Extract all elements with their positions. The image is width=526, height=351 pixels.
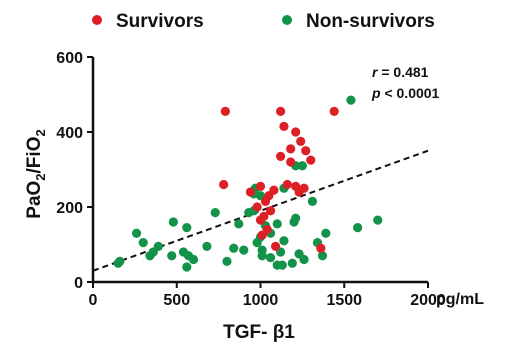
legend-item-survivors: Survivors: [92, 11, 204, 32]
point-non-survivors-36: [145, 251, 155, 261]
point-non-survivors-19: [353, 223, 363, 233]
point-non-survivors-2: [297, 161, 307, 171]
point-non-survivors-40: [265, 253, 276, 263]
point-non-survivors-22: [321, 228, 331, 238]
x-tick-label-1000: 1000: [243, 292, 279, 309]
point-non-survivors-7: [307, 196, 318, 206]
x-ticks: 0 500 1000 1500 2000: [89, 282, 446, 309]
x-tick-label-500: 500: [163, 292, 190, 309]
point-survivors-12: [282, 179, 292, 190]
point-survivors-17: [260, 196, 271, 206]
point-survivors-10: [286, 157, 296, 167]
y-axis-title: PaO2/FiO2: [24, 129, 48, 218]
point-survivors-5: [296, 136, 306, 146]
y-tick-label-0: 0: [74, 275, 83, 292]
point-non-survivors-29: [202, 241, 212, 251]
point-non-survivors-14: [168, 217, 178, 227]
point-survivors-11: [219, 179, 229, 190]
x-tick-label-2000: 2000: [410, 292, 446, 309]
stats-annotation: r = 0.481 p < 0.0001: [371, 64, 440, 101]
y-ticks: 0 200 400 600: [56, 50, 93, 292]
point-non-survivors-20: [131, 228, 142, 238]
point-non-survivors-26: [279, 236, 289, 246]
x-axis-title: TGF- β1: [223, 322, 295, 343]
point-non-survivors-46: [113, 258, 123, 268]
stat-r-text: r = 0.481: [372, 64, 429, 80]
point-non-survivors-13: [373, 215, 383, 225]
point-non-survivors-37: [167, 251, 177, 261]
point-non-survivors-41: [257, 251, 267, 261]
x-tick-label-1500: 1500: [326, 292, 362, 309]
point-non-survivors-16: [182, 223, 192, 233]
point-survivors-7: [276, 151, 286, 161]
y-tick-label-200: 200: [56, 200, 83, 217]
point-non-survivors-31: [239, 245, 249, 255]
y-tick-label-400: 400: [56, 125, 83, 142]
point-survivors-3: [279, 121, 289, 131]
point-non-survivors-39: [188, 254, 199, 265]
point-survivors-24: [255, 215, 266, 225]
y-axis-title-sub-1: 2: [33, 173, 48, 180]
y-tick-label-600: 600: [56, 50, 83, 67]
point-survivors-9: [306, 155, 316, 165]
point-survivors-26: [257, 230, 267, 240]
y-axis-title-part-1: PaO: [24, 181, 45, 219]
point-survivors-22: [265, 206, 276, 216]
point-non-survivors-30: [229, 243, 239, 253]
point-survivors-1: [276, 106, 286, 116]
legend-item-non-survivors: Non-survivors: [282, 11, 435, 32]
point-survivors-4: [291, 127, 301, 137]
x-tick-label-0: 0: [89, 292, 98, 309]
x-axis-unit: pg/mL: [436, 291, 484, 308]
point-non-survivors-0: [346, 95, 356, 105]
legend-marker-non-survivors: [282, 15, 292, 25]
point-survivors-6: [286, 144, 296, 154]
point-non-survivors-47: [182, 262, 192, 272]
stat-r-value: = 0.481: [377, 64, 428, 80]
point-non-survivors-8: [210, 208, 220, 218]
axes: 0 200 400 600 0 500 1000 1500 2000: [56, 50, 446, 309]
point-non-survivors-48: [222, 256, 232, 266]
stat-r-symbol: r: [372, 64, 379, 80]
point-survivors-0: [220, 106, 230, 116]
legend-label-non-survivors: Non-survivors: [306, 11, 435, 32]
point-survivors-13: [255, 181, 266, 191]
legend: Survivors Non-survivors: [92, 11, 435, 32]
point-survivors-28: [316, 243, 326, 253]
point-non-survivors-25: [138, 238, 148, 248]
point-non-survivors-24: [252, 238, 262, 248]
stat-p-value: < 0.0001: [381, 85, 440, 101]
point-survivors-2: [329, 106, 339, 116]
point-non-survivors-12: [289, 217, 299, 227]
y-axis-title-sub-2: 2: [33, 129, 48, 136]
point-survivors-21: [252, 202, 262, 212]
point-survivors-8: [301, 146, 311, 156]
legend-marker-survivors: [92, 15, 102, 25]
point-non-survivors-44: [317, 251, 328, 261]
point-non-survivors-18: [272, 219, 282, 229]
y-axis-title-part-2: /FiO: [24, 137, 45, 174]
legend-label-survivors: Survivors: [116, 11, 204, 32]
stat-p-text: p < 0.0001: [371, 85, 440, 101]
point-non-survivors-51: [287, 258, 297, 268]
point-survivors-27: [270, 241, 281, 251]
point-survivors-15: [245, 187, 256, 197]
point-non-survivors-50: [277, 260, 287, 270]
stat-p-symbol: p: [371, 85, 381, 101]
point-survivors-20: [294, 187, 304, 197]
point-non-survivors-43: [294, 249, 304, 259]
point-non-survivors-15: [234, 219, 244, 229]
points-layer: [113, 95, 383, 272]
